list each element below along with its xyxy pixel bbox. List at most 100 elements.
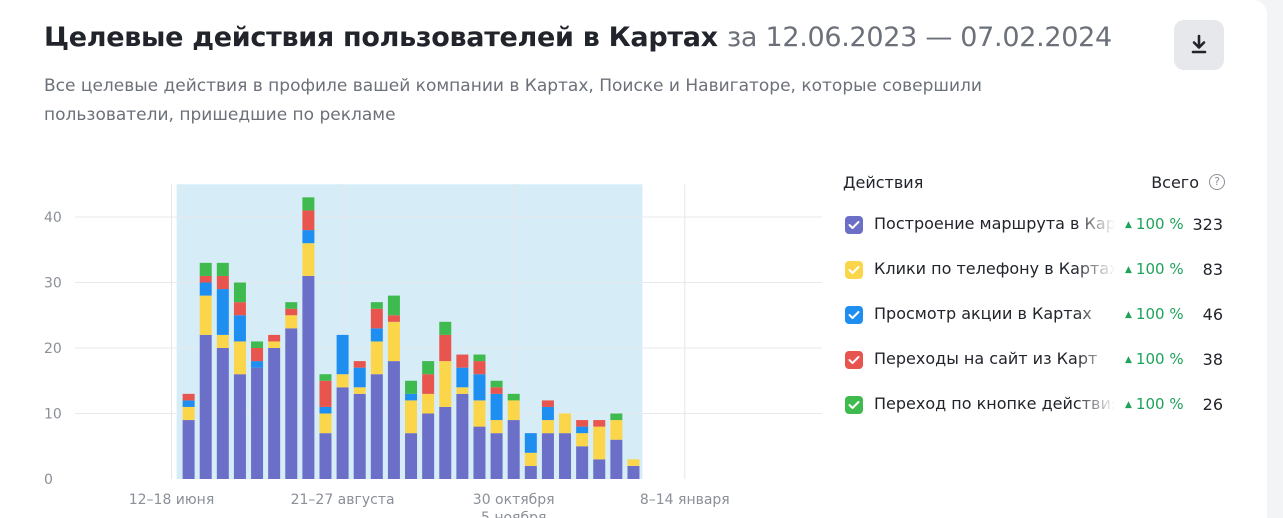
x-tick-label: 12–18 июня — [129, 492, 215, 508]
bar-segment — [216, 348, 229, 479]
legend-item[interactable]: Построение маршрута в Картах ▲100 % 323 — [843, 211, 1243, 241]
checkmark-icon — [848, 311, 860, 319]
checkmark-icon — [848, 401, 860, 409]
bar-segment — [507, 420, 520, 479]
up-arrow-icon: ▲ — [1125, 220, 1132, 230]
bar-segment — [182, 393, 195, 401]
change-value: 100 % — [1135, 260, 1184, 278]
bar-segment — [199, 295, 212, 335]
legend-actions-header: Действия — [843, 173, 924, 192]
bar-segment — [353, 393, 366, 479]
bar-segment — [490, 420, 503, 434]
bar-segment — [251, 361, 264, 368]
bar-segment — [319, 413, 332, 434]
bar-segment — [302, 197, 315, 211]
bar-segment — [593, 426, 606, 460]
bar-segment — [422, 374, 435, 394]
bar-segment — [610, 439, 623, 479]
checkbox[interactable] — [845, 351, 863, 369]
bar-segment — [541, 433, 554, 479]
legend-item[interactable]: Переходы на сайт из Карт ▲ 100 % 38 — [843, 346, 1243, 376]
bar-segment — [199, 282, 212, 296]
bar-segment — [610, 420, 623, 440]
bar-segment — [216, 289, 229, 335]
legend-item-label: Просмотр акции в Картах — [874, 304, 1115, 323]
bar-segment — [387, 361, 400, 479]
checkbox[interactable] — [845, 396, 863, 414]
bar-segment — [182, 420, 195, 479]
bar-segment — [268, 341, 281, 348]
legend-item-total: 46 — [1202, 305, 1223, 324]
bar-segment — [199, 334, 212, 479]
y-tick-label: 40 — [44, 210, 62, 226]
x-tick-label: 8–14 января — [640, 492, 730, 508]
question-icon[interactable]: ? — [1209, 174, 1225, 190]
bar-segment — [387, 315, 400, 322]
bar-segment — [285, 308, 298, 316]
date-range[interactable]: за 12.06.2023 — 07.02.2024 — [726, 22, 1112, 53]
bar-segment — [422, 361, 435, 375]
up-arrow-icon: ▲ — [1125, 355, 1132, 365]
bar-segment — [593, 420, 606, 427]
bar-segment — [490, 387, 503, 394]
checkbox[interactable] — [845, 216, 863, 234]
bar-segment — [456, 387, 469, 394]
bar-segment — [302, 230, 315, 244]
legend-item-total: 26 — [1202, 395, 1223, 414]
y-tick-label: 20 — [44, 341, 62, 357]
page-title: Целевые действия пользователей в Картах … — [44, 22, 1112, 53]
up-arrow-icon: ▲ — [1125, 310, 1132, 320]
legend-item-change: ▲ 100 % — [1125, 350, 1184, 368]
y-tick-label: 30 — [44, 276, 62, 292]
bar-segment — [576, 420, 589, 427]
legend-item[interactable]: Переход по кнопке действия в Картах ▲100 … — [843, 391, 1243, 421]
bar-segment — [182, 400, 195, 407]
bar-segment — [405, 380, 418, 394]
change-value: 100 % — [1135, 215, 1184, 233]
legend-item[interactable]: Просмотр акции в Картах ▲ 100 % 46 — [843, 301, 1243, 331]
bar-segment — [559, 433, 572, 479]
bar-segment — [182, 406, 195, 421]
checkbox[interactable] — [845, 306, 863, 324]
bar-segment — [524, 465, 537, 479]
bar-segment — [524, 433, 537, 453]
bar-segment — [370, 341, 383, 375]
bar-segment — [559, 413, 572, 434]
bar-segment — [251, 341, 264, 348]
legend-item-change: ▲ 100 % — [1125, 260, 1184, 278]
change-value: 100 % — [1135, 350, 1184, 368]
bar-segment — [405, 433, 418, 479]
bar-segment — [524, 452, 537, 466]
bar-segment — [422, 413, 435, 479]
legend-item-total: 83 — [1202, 260, 1223, 279]
bar-segment — [319, 433, 332, 479]
bar-segment — [473, 400, 486, 427]
download-button[interactable] — [1174, 20, 1224, 70]
bar-segment — [541, 406, 554, 421]
legend-item-change: ▲ 100 % — [1125, 215, 1184, 233]
bar-segment — [627, 465, 640, 479]
legend-item-change: ▲ 100 % — [1125, 395, 1184, 413]
change-value: 100 % — [1135, 395, 1184, 413]
bar-segment — [251, 367, 264, 479]
x-tick-label: 30 октября 5 ноября — [473, 492, 555, 518]
bar-segment — [473, 374, 486, 401]
bar-segment — [627, 459, 640, 466]
bar-segment — [319, 374, 332, 381]
legend-item-change: ▲ 100 % — [1125, 305, 1184, 323]
bar-segment — [353, 387, 366, 394]
bar-segment — [370, 302, 383, 309]
bar-segment — [302, 275, 315, 479]
x-tick-label: 21–27 августа — [291, 492, 395, 508]
bar-segment — [336, 374, 349, 388]
bar-segment — [233, 315, 246, 342]
bar-segment — [336, 334, 349, 375]
bar-segment — [285, 315, 298, 329]
legend-item[interactable]: Клики по телефону в Картах ▲ 100 % 83 — [843, 256, 1243, 286]
bar-segment — [439, 334, 452, 362]
bar-segment — [285, 302, 298, 309]
bar-segment — [216, 275, 229, 290]
checkbox[interactable] — [845, 261, 863, 279]
bar-segment — [370, 328, 383, 342]
